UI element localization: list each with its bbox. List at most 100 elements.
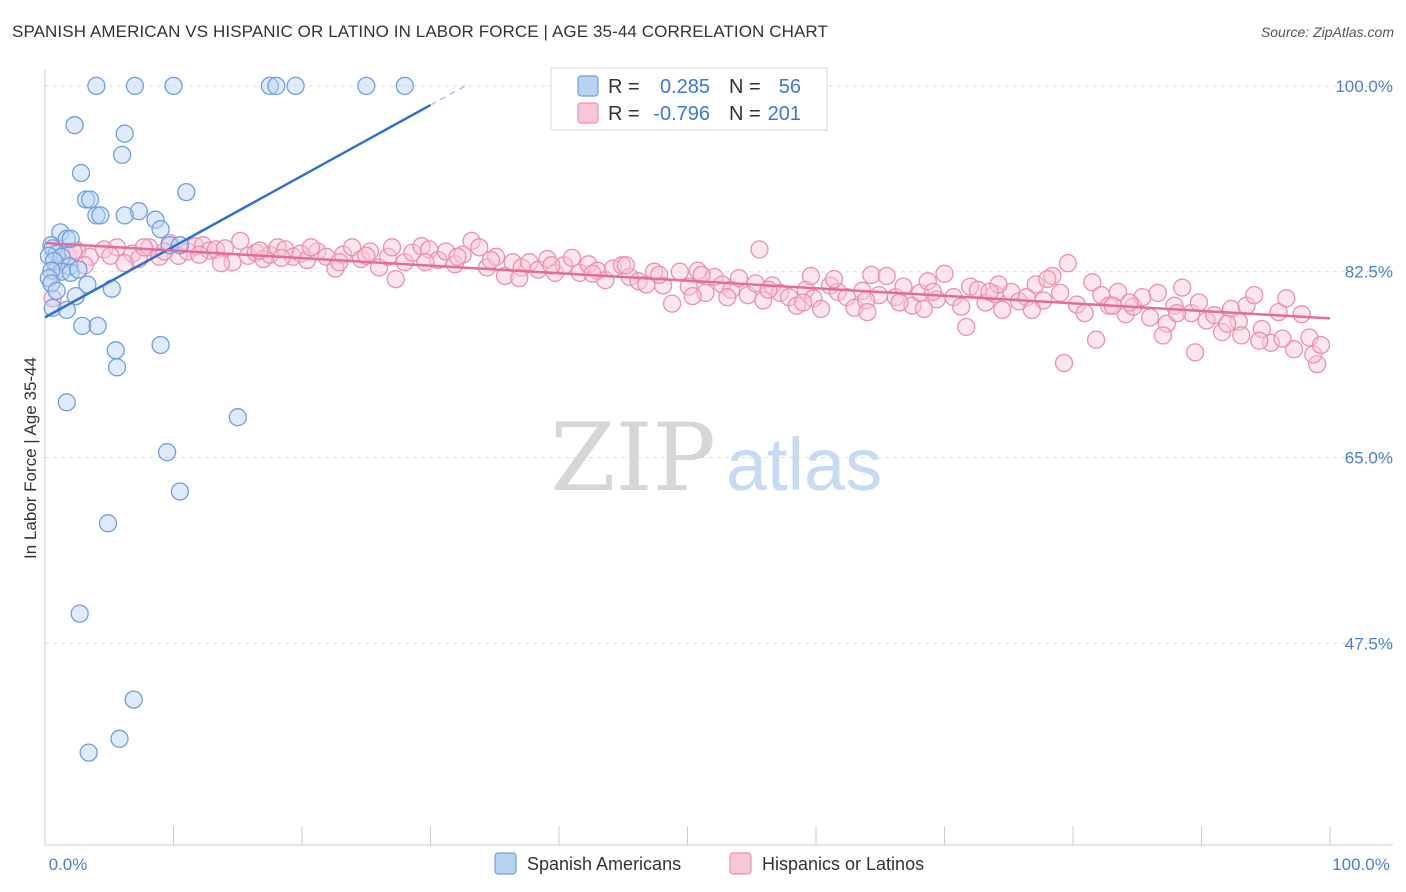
hispanic-point [231,231,250,251]
x-tick-labels: 0.0% 100.0% [49,855,1390,874]
hispanic-point [481,250,501,270]
hispanic-point [1075,303,1094,323]
hispanic-point [386,269,405,289]
hispanic-point [824,269,844,289]
hispanic-point [190,245,209,264]
hispanic-point [718,288,737,307]
hispanic-point [1051,283,1070,303]
hispanic-point [918,272,937,291]
hispanic-point [1038,269,1057,289]
spanish-point [70,604,89,623]
stats-n-value-2: 201 [768,103,801,125]
hispanic-point [980,282,999,302]
x-tick-label: 0.0% [49,855,88,874]
spanish-point [151,220,170,239]
spanish-point [87,206,106,225]
hispanic-point [1022,300,1042,320]
hispanic-point [1189,293,1209,312]
spanish-point [228,408,247,427]
spanish-point [61,229,80,248]
watermark-atlas: atlas [726,423,882,506]
y-tick-label: 100.0% [1335,77,1393,96]
hispanic-point [1245,285,1264,305]
series-spanish-points [39,76,414,762]
spanish-point [80,190,100,209]
hispanic-point [877,266,896,286]
spanish-point [129,202,148,221]
spanish-point [76,190,96,209]
hispanic-point [1054,353,1074,373]
hispanic-point [653,276,673,295]
legend-label-hispanic: Hispanics or Latinos [762,854,924,874]
spanish-point [146,210,165,229]
hispanic-point [330,253,349,272]
spanish-point [87,76,106,96]
hispanic-point [683,286,702,306]
hispanic-point [115,254,134,273]
spanish-point [57,393,76,412]
hispanic-point [935,264,954,283]
spanish-point [47,281,66,300]
axes [44,70,1393,846]
stats-r-value-2: -0.796 [653,103,710,125]
hispanic-point [1058,254,1078,273]
stats-r-label-2: R = [608,103,640,125]
hispanic-point [650,265,669,285]
spanish-point [79,743,98,762]
hispanic-point [644,262,664,281]
y-tick-label: 65.0% [1345,449,1393,468]
hispanic-point [1185,343,1205,362]
hispanic-point [1261,333,1281,352]
hispanic-point [862,265,881,285]
spanish-point [91,206,110,225]
stats-r-value-1: 0.285 [660,76,710,98]
y-axis-label: In Labor Force | Age 35-44 [21,357,40,559]
spanish-point [88,316,107,336]
hispanic-point [952,297,971,316]
hispanic-point [510,268,529,288]
hispanic-point [890,293,909,312]
legend-swatch-spanish [494,852,517,875]
source-credit: Source: ZipAtlas.com [1260,24,1394,40]
hispanic-point [692,265,711,285]
hispanic-point [1140,308,1160,327]
hispanic-point [1311,335,1331,355]
stats-swatch-blue [577,75,599,97]
spanish-point [125,76,145,96]
stats-r-label-1: R = [608,76,640,98]
spanish-point [395,76,414,96]
hispanic-point [754,291,773,310]
stats-legend: R = 0.285 N = 56 R = -0.796 N = 201 [550,67,828,131]
hispanic-point [811,299,831,319]
series-legend: Spanish Americans Hispanics or Latinos [494,852,924,875]
spanish-point [286,76,305,96]
watermark-zip: ZIP [550,404,716,513]
hispanic-point [1232,326,1251,345]
hispanic-point [378,247,398,266]
hispanic-point [1153,326,1173,345]
hispanic-point [200,241,219,260]
hispanic-point [1173,278,1192,297]
hispanic-point [770,283,790,303]
legend-swatch-hispanic [729,852,752,875]
hispanic-point [1043,266,1062,286]
hispanic-point [1120,293,1139,312]
hispanic-point [416,253,435,272]
hispanic-point [395,253,414,272]
hispanic-point [616,256,635,275]
y-tick-labels: 100.0% 82.5% 65.0% 47.5% [1335,77,1393,653]
hispanic-point [486,247,506,266]
stats-n-label-1: N = [729,76,761,98]
watermark: ZIP atlas [550,404,882,513]
hispanic-point [470,238,489,257]
spanish-point [69,260,88,279]
hispanic-point [662,294,682,313]
y-tick-label: 47.5% [1345,634,1393,653]
hispanic-point [858,302,877,322]
hispanic-point [357,246,376,265]
hispanic-point [211,254,231,273]
hispanic-point [923,282,943,302]
hispanic-point [1026,275,1045,294]
spanish-point [151,335,170,355]
